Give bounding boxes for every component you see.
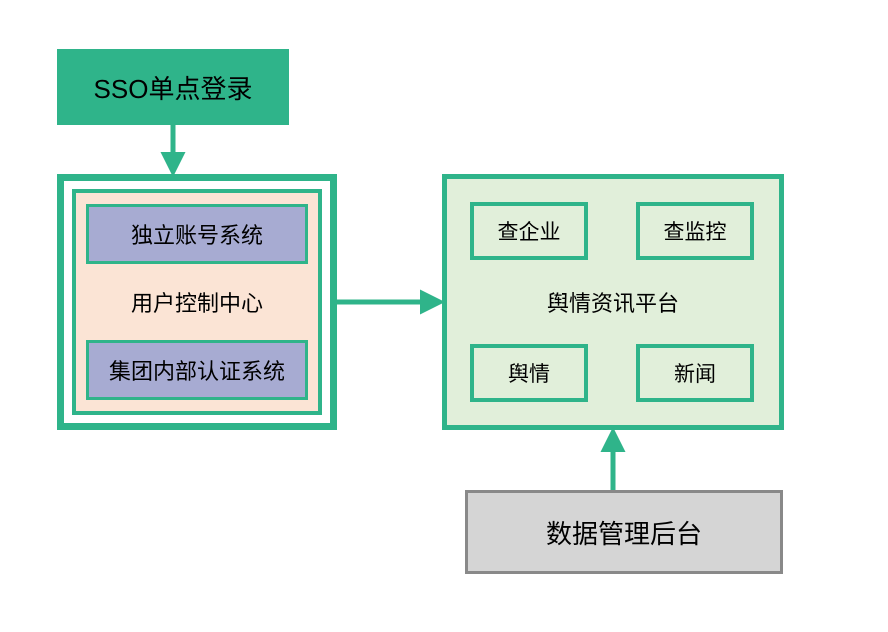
node-cha-jiankong: 查监控 (636, 202, 754, 260)
node-sso-login: SSO单点登录 (57, 49, 289, 125)
node-independent-account-label: 独立账号系统 (131, 218, 263, 250)
diagram-canvas: SSO单点登录 用户控制中心 独立账号系统 集团内部认证系统 舆情资讯平台 查企… (0, 0, 888, 632)
node-yuqing: 舆情 (470, 344, 588, 402)
node-xinwen: 新闻 (636, 344, 754, 402)
node-independent-account: 独立账号系统 (86, 204, 308, 264)
node-platform-label: 舆情资讯平台 (547, 286, 679, 318)
node-sso-label: SSO单点登录 (94, 69, 253, 106)
node-user-center-label: 用户控制中心 (131, 286, 263, 318)
node-data-admin: 数据管理后台 (465, 490, 783, 574)
node-group-auth: 集团内部认证系统 (86, 340, 308, 400)
node-cha-qiye: 查企业 (470, 202, 588, 260)
node-data-admin-label: 数据管理后台 (546, 514, 702, 551)
node-xinwen-label: 新闻 (674, 358, 716, 388)
node-cha-jiankong-label: 查监控 (664, 216, 727, 246)
node-cha-qiye-label: 查企业 (498, 216, 561, 246)
node-yuqing-label: 舆情 (508, 358, 550, 388)
node-group-auth-label: 集团内部认证系统 (109, 354, 285, 386)
